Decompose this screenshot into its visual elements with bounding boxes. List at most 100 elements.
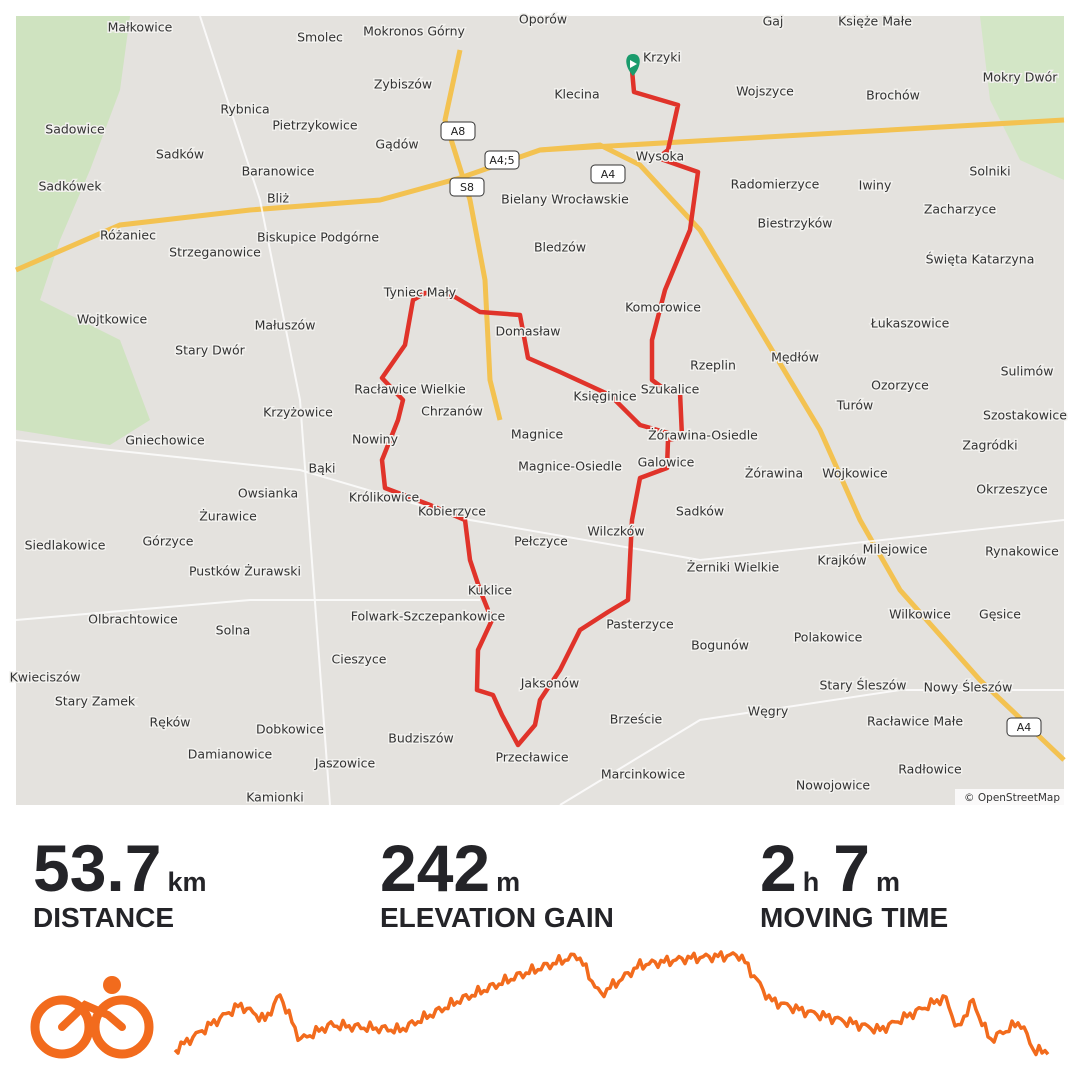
- place-label: Klecina: [554, 87, 599, 102]
- stat-value: 242 m: [380, 830, 614, 906]
- place-label: Galowice: [638, 455, 695, 470]
- place-label: Folwark-Szczepankowice: [351, 609, 506, 624]
- stat-unit: h: [802, 867, 820, 897]
- place-label: Chrzanów: [421, 404, 483, 419]
- place-label: Mokronos Górny: [363, 24, 465, 39]
- place-label: Polakowice: [794, 630, 863, 645]
- place-label: Domasław: [495, 324, 560, 339]
- place-label: Szukalice: [641, 382, 700, 397]
- place-label: Komorowice: [625, 300, 701, 315]
- place-label: Owsianka: [238, 486, 298, 501]
- place-label: Wilkowice: [889, 607, 951, 622]
- place-label: Baranowice: [242, 164, 315, 179]
- place-label: Iwiny: [859, 178, 892, 193]
- place-label: Radłowice: [898, 762, 962, 777]
- place-label: Krzyki: [643, 50, 681, 65]
- elevation-profile: [173, 950, 1050, 1057]
- place-label: Sulimów: [1001, 364, 1054, 379]
- place-label: Ręków: [149, 715, 190, 730]
- road-label: A4: [601, 168, 616, 181]
- place-label: Damianowice: [188, 747, 273, 762]
- stat-number: 242: [380, 831, 491, 905]
- stat-label: MOVING TIME: [760, 902, 949, 933]
- place-label: Wysoka: [636, 149, 684, 164]
- stat-value: 53.7 km: [33, 830, 221, 906]
- place-label: Pustków Żurawski: [189, 564, 301, 579]
- place-label: Stary Zamek: [55, 694, 136, 709]
- place-label: Biskupice Podgórne: [257, 230, 379, 245]
- stat-number: 53.7: [33, 831, 162, 905]
- stat-unit: m: [875, 867, 900, 897]
- place-label: Szostakowice: [983, 408, 1067, 423]
- place-label: Węgry: [748, 704, 789, 719]
- place-label: Sadków: [676, 504, 724, 519]
- minor-roads: [15, 15, 1065, 806]
- forest: [16, 16, 150, 445]
- place-label: Nowojowice: [796, 778, 871, 793]
- place-label: Magnice-Osiedle: [518, 459, 622, 474]
- place-label: Smolec: [297, 30, 343, 45]
- place-label: Królikowice: [349, 490, 420, 505]
- place-label: Małuszów: [255, 318, 316, 333]
- place-label: Radomierzyce: [731, 177, 820, 192]
- place-label: Sadkówek: [38, 179, 102, 194]
- place-label: Cieszyce: [332, 652, 387, 667]
- place-label: Racławice Wielkie: [354, 382, 466, 397]
- place-label: Magnice: [511, 427, 564, 442]
- place-label: Górzyce: [143, 534, 194, 549]
- place-label: Święta Katarzyna: [926, 252, 1035, 267]
- route: [379, 69, 701, 748]
- place-label: Małkowice: [108, 20, 173, 35]
- place-label: Stary Śleszów: [819, 678, 906, 693]
- place-label: Kamionki: [246, 790, 304, 805]
- place-label: Przecławice: [495, 750, 568, 765]
- place-label: Wojkowice: [822, 466, 888, 481]
- place-label: Biestrzyków: [758, 216, 833, 231]
- place-label: Gądów: [375, 137, 418, 152]
- stat-unit: m: [496, 867, 521, 897]
- place-label: Zacharzyce: [924, 202, 997, 217]
- place-label: Bliż: [267, 191, 290, 206]
- place-label: Siedlakowice: [25, 538, 106, 553]
- place-label: Pietrzykowice: [272, 118, 357, 133]
- road-shield: [449, 177, 485, 197]
- cycling-icon: [30, 976, 154, 1059]
- road-shield: [440, 121, 476, 141]
- map-labels: Oporów Gaj Księże Małe Małkowice Smolec Mokro…: [8, 10, 1069, 806]
- place-label: Jaksonów: [520, 676, 580, 691]
- place-label: Wilczków: [587, 524, 644, 539]
- place-label: Solna: [216, 623, 251, 638]
- place-label: Bielany Wrocławskie: [501, 192, 629, 207]
- place-label: Ozorzyce: [871, 378, 929, 393]
- place-label: Solniki: [969, 164, 1010, 179]
- road-shield: [1006, 717, 1042, 737]
- place-label: Stary Dwór: [175, 343, 246, 358]
- forest: [980, 16, 1064, 180]
- stat: 53.7 km DISTANCE: [33, 830, 221, 934]
- place-label: Budziszów: [388, 731, 453, 746]
- place-label: Zagródki: [962, 438, 1017, 453]
- place-label: Kuklice: [468, 583, 513, 598]
- place-label: Kobierzyce: [418, 504, 486, 519]
- place-label: Gęsice: [979, 607, 1021, 622]
- place-label: Rynakowice: [985, 544, 1059, 559]
- attribution: © OpenStreetMap: [964, 792, 1060, 804]
- place-label: Żerniki Wielkie: [687, 560, 780, 575]
- road-shield: [590, 164, 626, 184]
- road-label: A4;5: [489, 154, 514, 167]
- road-shield: [484, 150, 520, 170]
- place-label: Księże Małe: [838, 14, 912, 29]
- place-label: Zybiszów: [374, 77, 432, 92]
- place-label: Olbrachtowice: [88, 612, 178, 627]
- place-label: Rzeplin: [690, 358, 736, 373]
- road-label: A4: [1017, 721, 1032, 734]
- roads: [15, 49, 1066, 762]
- start-marker-icon: [630, 60, 637, 68]
- place-label: Żórawina-Osiedle: [648, 428, 758, 443]
- place-label: Okrzeszyce: [976, 482, 1048, 497]
- place-label: Bledzów: [534, 240, 586, 255]
- place-label: Mędłów: [771, 350, 819, 365]
- road-label: S8: [460, 181, 474, 194]
- stat-number: 2: [760, 831, 797, 905]
